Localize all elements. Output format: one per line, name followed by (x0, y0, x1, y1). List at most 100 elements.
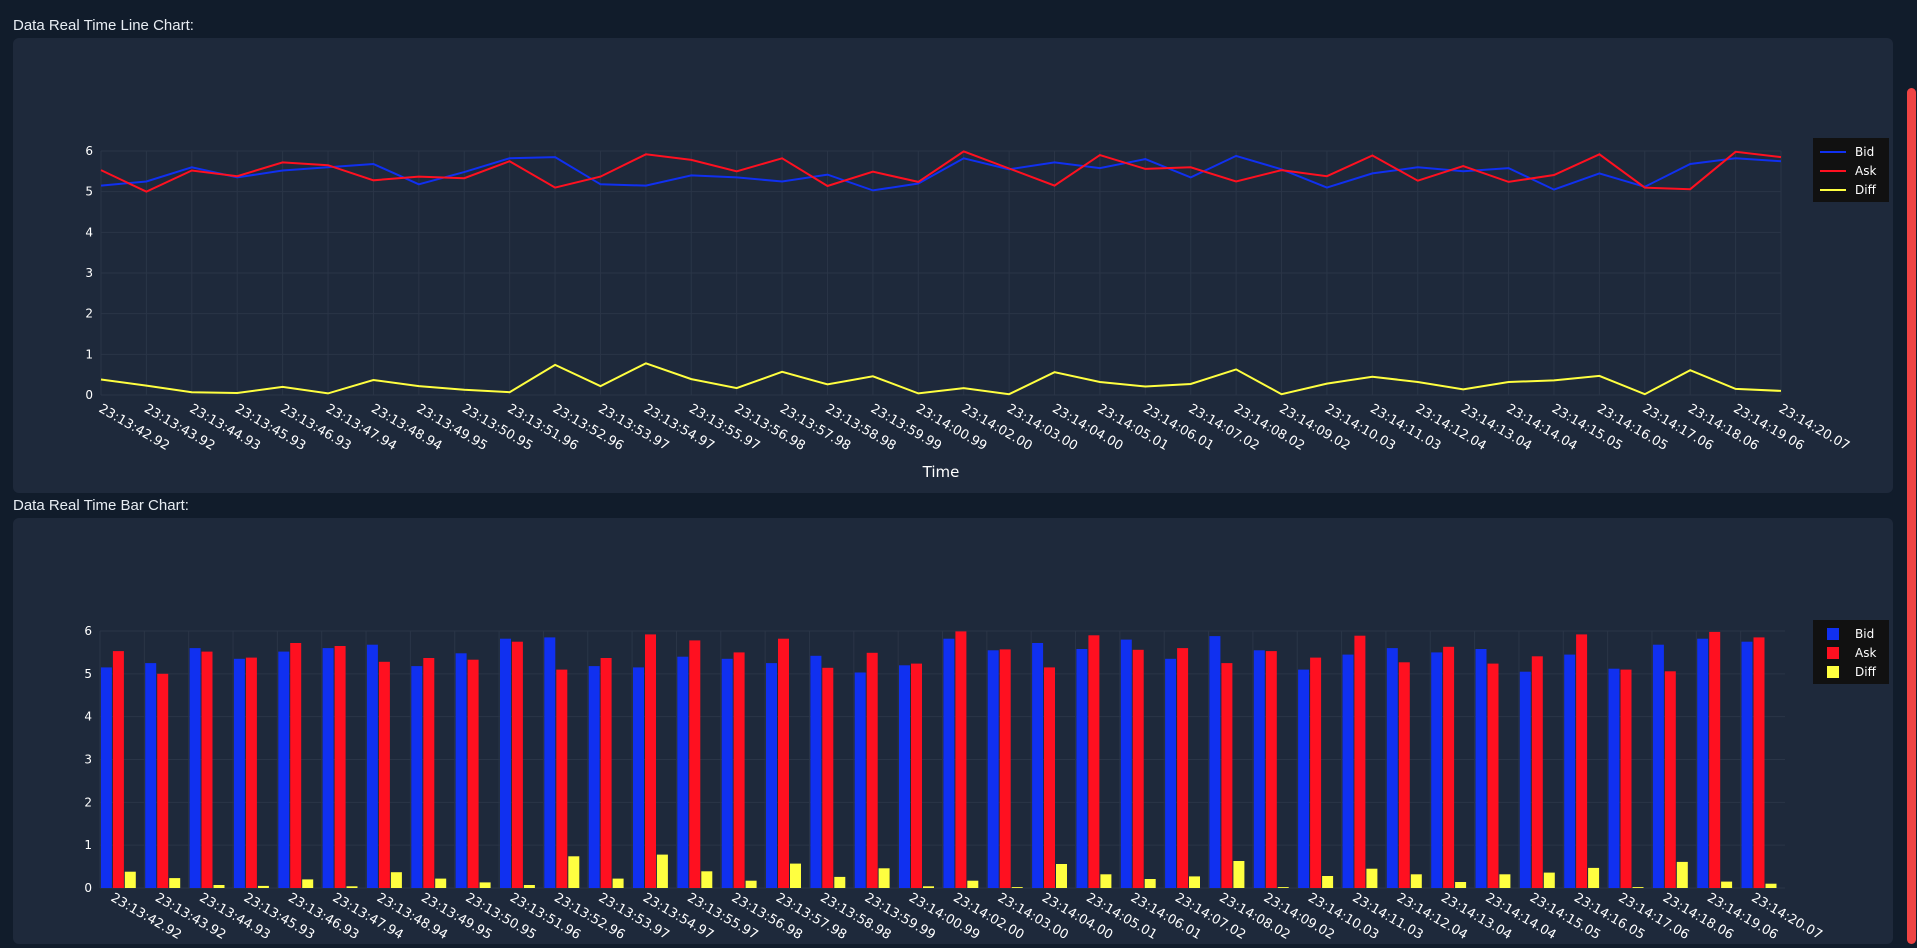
bar-diff (1410, 874, 1422, 888)
bar-diff (1322, 876, 1334, 888)
bar-diff (1588, 867, 1600, 888)
bar-diff (745, 880, 757, 888)
bar-bid (1519, 671, 1531, 888)
bar-bid (854, 672, 866, 888)
bar-ask (778, 638, 789, 888)
bar-chart-panel: 0 1 2 3 4 5 6 23:13:42.92 23:13:43.92 23:13:44.93… (13, 518, 1893, 944)
bar-bid (100, 667, 112, 888)
line-chart: 012345623:13:42.9223:13:43.9223:13:44.93… (85, 138, 1889, 481)
bar-bid (544, 637, 556, 888)
bar-bid (1475, 649, 1487, 888)
bar-ask (999, 649, 1011, 888)
bar-ask (1576, 634, 1588, 888)
bar-ask (245, 657, 257, 888)
bar-bid (1342, 654, 1354, 888)
bar-diff (1366, 868, 1378, 888)
bar-diff (967, 880, 979, 888)
bar-diff (1011, 887, 1023, 888)
bar-bid (766, 663, 777, 888)
scrollbar-thumb[interactable] (1907, 88, 1916, 944)
y-tick-label: 4 (85, 225, 93, 239)
bar-ask (334, 646, 346, 888)
bar-diff (1056, 864, 1067, 888)
scrollbar-track[interactable] (1905, 0, 1917, 944)
bar-bid (899, 665, 910, 888)
bar-ask (1398, 662, 1410, 888)
bar-ask (112, 651, 124, 888)
bar-bid (145, 663, 157, 888)
bar-diff (1233, 861, 1245, 888)
legend-box (1813, 620, 1889, 684)
bar-ask (511, 641, 523, 888)
bar-bid (633, 667, 644, 888)
legend-label: Diff (1855, 665, 1877, 679)
y-tick-label: 3 (84, 753, 92, 767)
bar-bid (233, 658, 245, 888)
line-chart-title: Data Real Time Line Chart: (13, 17, 194, 34)
series-line-bid (100, 154, 1782, 192)
bar-bid (500, 638, 511, 888)
bar-bid (1165, 658, 1177, 888)
series-line-diff (100, 362, 1782, 396)
bar-diff (923, 886, 934, 888)
bar-chart-title: Data Real Time Bar Chart: (13, 497, 189, 514)
x-axis-title: Time (922, 463, 960, 481)
bar-ask (157, 673, 169, 888)
bar-diff (169, 878, 181, 888)
legend-swatch-ask (1827, 647, 1839, 659)
bar-diff (213, 885, 225, 888)
bar-bid (1741, 641, 1753, 888)
bar-diff (435, 878, 447, 888)
bar-diff (568, 856, 580, 888)
bar-ask (955, 631, 967, 888)
bar-diff (390, 872, 402, 888)
bar-chart: 012345623:13:42.9223:13:43.9223:13:44.93… (84, 620, 1889, 943)
bar-bid (366, 644, 378, 888)
bar-ask (1753, 637, 1765, 888)
y-tick-label: 0 (84, 881, 92, 895)
bar-bid (1298, 669, 1310, 888)
legend-label: Ask (1855, 646, 1876, 660)
legend-label: Diff (1855, 183, 1877, 197)
bar-bid (588, 666, 600, 888)
bar-ask (1620, 669, 1632, 888)
bar-bid (322, 648, 334, 888)
bar-diff (1144, 879, 1156, 888)
bar-bid (721, 658, 733, 888)
bar-ask (1664, 671, 1676, 888)
line-chart-panel: 0 1 2 3 4 5 6 23:13:42.92 23:13:43.92 23:13:44.93… (13, 38, 1893, 493)
bar-diff (523, 885, 535, 888)
bar-diff (612, 878, 624, 888)
bar-bid (1120, 639, 1132, 888)
bar-ask (1354, 635, 1366, 888)
bar-ask (1310, 657, 1322, 888)
bar-ask (1088, 635, 1100, 888)
bar-bid (1253, 650, 1265, 888)
bar-ask (1709, 631, 1721, 888)
bar-ask (378, 661, 390, 888)
bar-diff (1632, 887, 1644, 888)
bar-diff (124, 871, 136, 888)
bar-ask (600, 658, 612, 888)
legend-swatch-bid (1827, 628, 1839, 640)
bar-diff (656, 854, 668, 888)
bar-bid (1209, 636, 1221, 888)
bar-ask (911, 663, 922, 888)
bar-ask (556, 669, 568, 888)
bar-ask (822, 667, 834, 888)
bar-ask (1044, 667, 1055, 888)
y-tick-label: 5 (84, 667, 92, 681)
y-tick-label: 5 (85, 185, 93, 199)
bar-bid (1032, 643, 1044, 888)
bar-ask (467, 659, 479, 888)
bar-ask (1132, 649, 1144, 888)
bar-diff (257, 885, 269, 888)
bar-bid (189, 648, 201, 888)
bar-diff (1676, 861, 1688, 888)
bar-ask (866, 652, 878, 888)
bar-bid (1697, 638, 1709, 888)
y-tick-label: 1 (85, 347, 93, 361)
bar-bid (1608, 668, 1620, 888)
bar-diff (1455, 882, 1467, 888)
bar-ask (1265, 651, 1277, 888)
